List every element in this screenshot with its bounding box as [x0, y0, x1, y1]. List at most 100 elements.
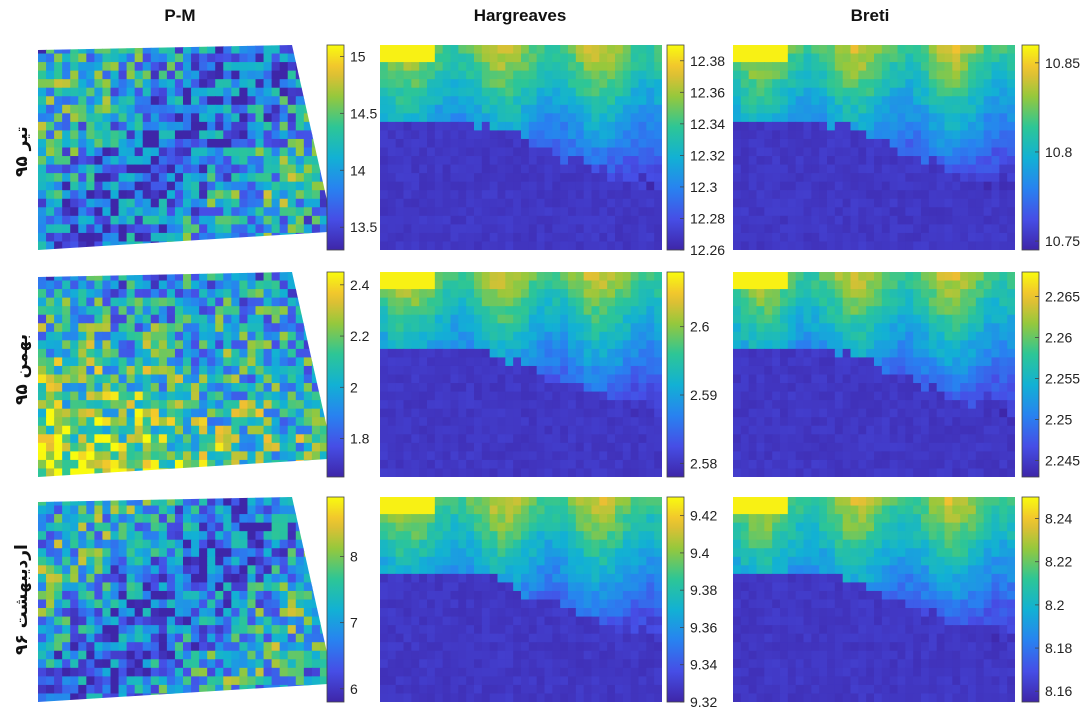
heatmap-cell: [458, 306, 467, 316]
heatmap-cell: [850, 224, 859, 234]
heatmap-cell: [536, 442, 546, 452]
heatmap-cell: [387, 45, 397, 55]
heatmap-cell: [481, 468, 491, 477]
heatmap-cell: [142, 156, 152, 166]
heatmap-cell: [607, 207, 616, 217]
heatmap-cell: [70, 400, 79, 410]
heatmap-cell: [748, 121, 758, 132]
heatmap-cell: [921, 156, 930, 166]
heatmap-cell: [811, 408, 820, 418]
heatmap-cell: [756, 79, 765, 89]
heatmap-cell: [544, 173, 553, 183]
heatmap-cell: [311, 164, 321, 174]
heatmap-cell: [474, 297, 483, 307]
heatmap-cell: [960, 232, 969, 243]
heatmap-cell: [521, 130, 530, 140]
heatmap-cell: [756, 130, 765, 140]
heatmap-cell: [110, 147, 120, 157]
heatmap-cell: [874, 138, 883, 149]
heatmap-cell: [380, 62, 389, 72]
heatmap-cell: [70, 121, 79, 132]
heatmap-cell: [199, 207, 208, 217]
heatmap-cell: [983, 96, 993, 106]
heatmap-cell: [395, 314, 405, 324]
heatmap-cell: [568, 451, 577, 461]
heatmap-cell: [489, 272, 499, 282]
heatmap-cell: [395, 306, 405, 316]
heatmap-cell: [311, 224, 321, 234]
heatmap-cell: [78, 62, 87, 72]
heatmap-cell: [521, 104, 530, 114]
heatmap-cell: [102, 280, 112, 290]
heatmap-cell: [646, 289, 655, 299]
heatmap-cell: [295, 400, 305, 410]
heatmap-cell: [944, 272, 953, 282]
heatmap-cell: [474, 173, 483, 183]
heatmap-cell: [881, 314, 891, 324]
heatmap-cell: [142, 79, 152, 89]
heatmap-cell: [311, 434, 321, 444]
heatmap-cell: [271, 306, 281, 316]
heatmap-cell: [411, 138, 420, 149]
heatmap-cell: [395, 113, 405, 123]
heatmap-cell: [607, 79, 616, 89]
heatmap-cell: [913, 181, 922, 191]
heatmap-cell: [46, 306, 55, 316]
heatmap-cell: [411, 272, 420, 282]
heatmap-cell: [70, 289, 79, 299]
heatmap-cell: [842, 391, 852, 401]
heatmap-cell: [434, 79, 444, 89]
heatmap-cell: [505, 323, 514, 333]
heatmap-cell: [850, 207, 859, 217]
heatmap-cell: [646, 400, 655, 410]
heatmap-cell: [1007, 289, 1015, 299]
heatmap-cell: [419, 45, 428, 55]
heatmap-cell: [991, 79, 1000, 89]
heatmap-cell: [881, 280, 891, 290]
heatmap-cell: [191, 348, 200, 359]
heatmap-cell: [866, 87, 875, 97]
heatmap-cell: [231, 408, 240, 418]
heatmap-cell: [834, 348, 844, 359]
heatmap-cell: [928, 87, 938, 97]
heatmap-cell: [102, 459, 112, 470]
heatmap-cell: [450, 79, 459, 89]
heatmap-cell: [591, 181, 600, 191]
heatmap-cell: [295, 289, 305, 299]
heatmap-cell: [247, 224, 257, 234]
heatmap-cell: [311, 272, 321, 282]
heatmap-cell: [834, 62, 844, 72]
heatmap-cell: [466, 280, 475, 290]
heatmap-cell: [247, 241, 257, 250]
heatmap-cell: [772, 374, 781, 384]
heatmap-cell: [86, 425, 95, 435]
heatmap-cell: [466, 45, 475, 55]
heatmap-cell: [521, 87, 530, 97]
heatmap-cell: [255, 383, 265, 393]
heatmap-cell: [247, 79, 257, 89]
heatmap-cell: [395, 224, 405, 234]
heatmap-cell: [126, 272, 136, 282]
heatmap-cell: [505, 232, 514, 243]
heatmap-cell: [599, 289, 608, 299]
heatmap-cell: [889, 357, 899, 367]
heatmap-cell: [62, 215, 71, 225]
heatmap-cell: [380, 365, 389, 376]
heatmap-cell: [466, 272, 475, 282]
heatmap-cell: [834, 173, 844, 183]
heatmap-cell: [387, 190, 397, 200]
heatmap-cell: [795, 348, 805, 359]
heatmap-cell: [419, 130, 428, 140]
heatmap-cell: [223, 232, 232, 243]
heatmap-cell: [450, 232, 459, 243]
heatmap-cell: [505, 442, 514, 452]
heatmap-cell: [497, 297, 506, 307]
heatmap-cell: [615, 451, 624, 461]
heatmap-cell: [223, 198, 232, 208]
heatmap-cell: [110, 173, 120, 183]
heatmap-cell: [78, 374, 87, 384]
heatmap-cell: [842, 232, 852, 243]
heatmap-cell: [263, 348, 273, 359]
heatmap-cell: [850, 113, 859, 123]
heatmap-cell: [991, 314, 1000, 324]
